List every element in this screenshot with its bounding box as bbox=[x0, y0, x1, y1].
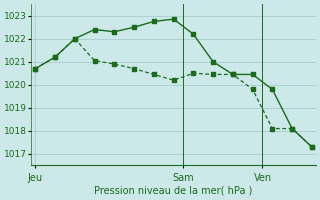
X-axis label: Pression niveau de la mer( hPa ): Pression niveau de la mer( hPa ) bbox=[94, 186, 253, 196]
